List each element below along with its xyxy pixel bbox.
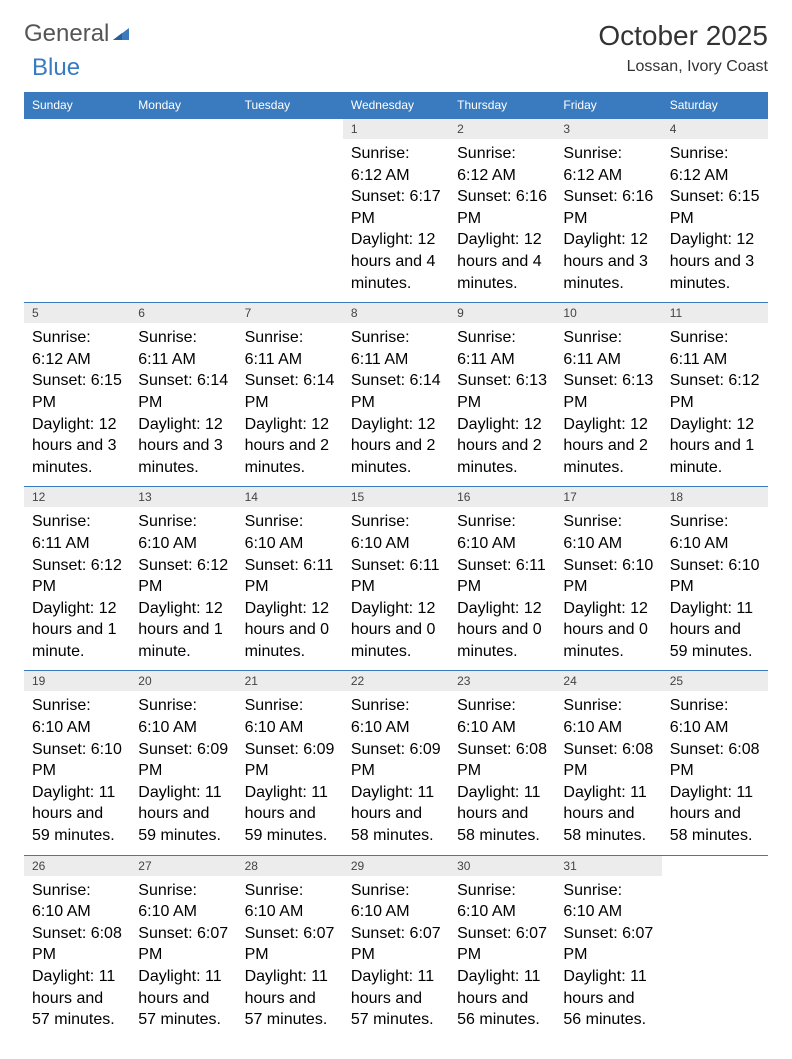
day-number: 3 [555, 119, 661, 140]
dayname: Saturday [662, 92, 768, 119]
day-details: Sunrise: 6:11 AMSunset: 6:14 PMDaylight:… [237, 323, 343, 487]
day-number: 15 [343, 487, 449, 508]
day-details: Sunrise: 6:10 AMSunset: 6:10 PMDaylight:… [24, 691, 130, 855]
day-details: Sunrise: 6:12 AMSunset: 6:16 PMDaylight:… [449, 139, 555, 303]
day-number: 6 [130, 303, 236, 324]
dayname: Monday [130, 92, 236, 119]
day-details: Sunrise: 6:10 AMSunset: 6:10 PMDaylight:… [662, 507, 768, 671]
day-details: Sunrise: 6:10 AMSunset: 6:07 PMDaylight:… [449, 876, 555, 1039]
day-details: Sunrise: 6:11 AMSunset: 6:14 PMDaylight:… [130, 323, 236, 487]
day-number: 23 [449, 671, 555, 692]
day-number: 8 [343, 303, 449, 324]
day-details: Sunrise: 6:10 AMSunset: 6:12 PMDaylight:… [130, 507, 236, 671]
dayname: Tuesday [237, 92, 343, 119]
page-title: October 2025 [598, 20, 768, 52]
dayname-row: Sunday Monday Tuesday Wednesday Thursday… [24, 92, 768, 119]
detail-row: Sunrise: 6:10 AMSunset: 6:08 PMDaylight:… [24, 876, 768, 1039]
day-number: 17 [555, 487, 661, 508]
day-details: Sunrise: 6:11 AMSunset: 6:13 PMDaylight:… [555, 323, 661, 487]
day-number [24, 119, 130, 140]
day-number [237, 119, 343, 140]
day-details: Sunrise: 6:10 AMSunset: 6:07 PMDaylight:… [555, 876, 661, 1039]
day-number: 4 [662, 119, 768, 140]
logo-triangle-icon [111, 24, 131, 44]
day-details: Sunrise: 6:10 AMSunset: 6:09 PMDaylight:… [130, 691, 236, 855]
detail-row: Sunrise: 6:11 AMSunset: 6:12 PMDaylight:… [24, 507, 768, 671]
day-details: Sunrise: 6:10 AMSunset: 6:11 PMDaylight:… [343, 507, 449, 671]
day-details: Sunrise: 6:11 AMSunset: 6:12 PMDaylight:… [24, 507, 130, 671]
daynum-row: 1234 [24, 119, 768, 140]
day-details: Sunrise: 6:10 AMSunset: 6:09 PMDaylight:… [343, 691, 449, 855]
day-details: Sunrise: 6:12 AMSunset: 6:17 PMDaylight:… [343, 139, 449, 303]
dayname: Sunday [24, 92, 130, 119]
day-number: 30 [449, 855, 555, 876]
day-number: 14 [237, 487, 343, 508]
calendar-page: General October 2025 Lossan, Ivory Coast… [0, 0, 792, 1059]
day-details [130, 139, 236, 303]
detail-row: Sunrise: 6:12 AMSunset: 6:17 PMDaylight:… [24, 139, 768, 303]
day-number [662, 855, 768, 876]
day-details: Sunrise: 6:10 AMSunset: 6:11 PMDaylight:… [449, 507, 555, 671]
day-number: 29 [343, 855, 449, 876]
dayname: Wednesday [343, 92, 449, 119]
day-number: 28 [237, 855, 343, 876]
daynum-row: 12131415161718 [24, 487, 768, 508]
day-number: 5 [24, 303, 130, 324]
day-number: 24 [555, 671, 661, 692]
day-details: Sunrise: 6:10 AMSunset: 6:08 PMDaylight:… [449, 691, 555, 855]
day-details: Sunrise: 6:11 AMSunset: 6:14 PMDaylight:… [343, 323, 449, 487]
detail-row: Sunrise: 6:12 AMSunset: 6:15 PMDaylight:… [24, 323, 768, 487]
day-number: 19 [24, 671, 130, 692]
day-number: 2 [449, 119, 555, 140]
dayname: Friday [555, 92, 661, 119]
day-number: 9 [449, 303, 555, 324]
day-details [662, 876, 768, 1039]
day-details: Sunrise: 6:10 AMSunset: 6:08 PMDaylight:… [662, 691, 768, 855]
dayname: Thursday [449, 92, 555, 119]
day-number: 26 [24, 855, 130, 876]
day-details: Sunrise: 6:11 AMSunset: 6:12 PMDaylight:… [662, 323, 768, 487]
day-number: 11 [662, 303, 768, 324]
day-number: 7 [237, 303, 343, 324]
daynum-row: 19202122232425 [24, 671, 768, 692]
day-details: Sunrise: 6:10 AMSunset: 6:07 PMDaylight:… [130, 876, 236, 1039]
day-details: Sunrise: 6:10 AMSunset: 6:08 PMDaylight:… [555, 691, 661, 855]
detail-row: Sunrise: 6:10 AMSunset: 6:10 PMDaylight:… [24, 691, 768, 855]
day-number: 10 [555, 303, 661, 324]
day-number: 20 [130, 671, 236, 692]
logo-prefix: General [24, 20, 109, 48]
day-details: Sunrise: 6:10 AMSunset: 6:08 PMDaylight:… [24, 876, 130, 1039]
day-details: Sunrise: 6:10 AMSunset: 6:10 PMDaylight:… [555, 507, 661, 671]
logo-suffix: Blue [32, 54, 80, 81]
day-number: 18 [662, 487, 768, 508]
day-details: Sunrise: 6:10 AMSunset: 6:07 PMDaylight:… [343, 876, 449, 1039]
day-details: Sunrise: 6:12 AMSunset: 6:15 PMDaylight:… [24, 323, 130, 487]
day-number: 16 [449, 487, 555, 508]
day-details: Sunrise: 6:10 AMSunset: 6:11 PMDaylight:… [237, 507, 343, 671]
day-number [130, 119, 236, 140]
calendar-table: Sunday Monday Tuesday Wednesday Thursday… [24, 92, 768, 1039]
logo-second-line: Blue [24, 54, 768, 82]
day-number: 12 [24, 487, 130, 508]
day-number: 31 [555, 855, 661, 876]
day-details: Sunrise: 6:10 AMSunset: 6:09 PMDaylight:… [237, 691, 343, 855]
day-details: Sunrise: 6:10 AMSunset: 6:07 PMDaylight:… [237, 876, 343, 1039]
day-details: Sunrise: 6:11 AMSunset: 6:13 PMDaylight:… [449, 323, 555, 487]
day-number: 22 [343, 671, 449, 692]
day-number: 25 [662, 671, 768, 692]
day-number: 13 [130, 487, 236, 508]
day-details [24, 139, 130, 303]
day-details [237, 139, 343, 303]
day-details: Sunrise: 6:12 AMSunset: 6:15 PMDaylight:… [662, 139, 768, 303]
day-number: 21 [237, 671, 343, 692]
day-details: Sunrise: 6:12 AMSunset: 6:16 PMDaylight:… [555, 139, 661, 303]
daynum-row: 567891011 [24, 303, 768, 324]
day-number: 27 [130, 855, 236, 876]
day-number: 1 [343, 119, 449, 140]
daynum-row: 262728293031 [24, 855, 768, 876]
logo: General [24, 20, 133, 48]
